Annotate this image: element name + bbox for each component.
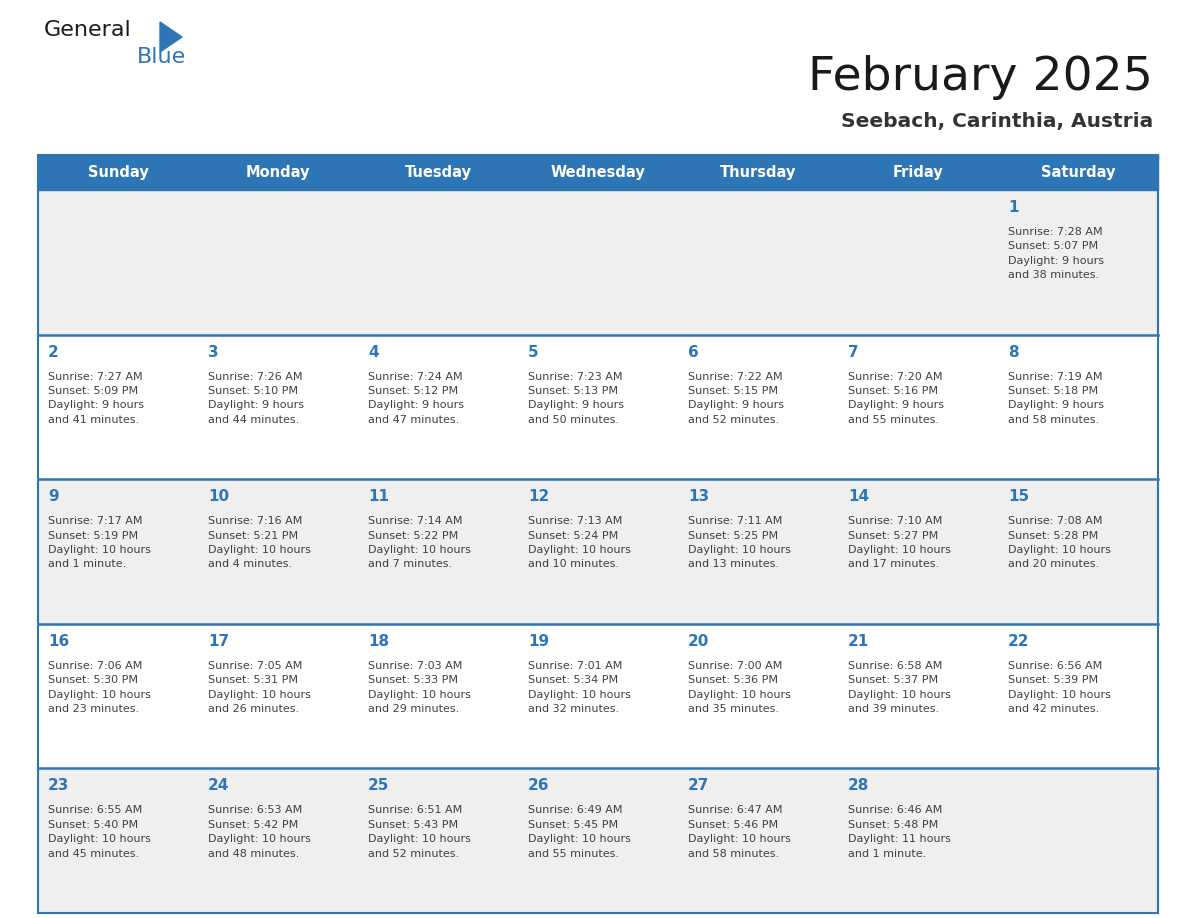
Text: 1: 1 <box>1007 200 1018 215</box>
Text: Sunrise: 7:24 AM
Sunset: 5:12 PM
Daylight: 9 hours
and 47 minutes.: Sunrise: 7:24 AM Sunset: 5:12 PM Dayligh… <box>368 372 465 425</box>
Polygon shape <box>160 22 182 52</box>
Text: 25: 25 <box>368 778 390 793</box>
Text: 24: 24 <box>208 778 229 793</box>
Text: Tuesday: Tuesday <box>404 165 472 180</box>
Text: Sunrise: 6:55 AM
Sunset: 5:40 PM
Daylight: 10 hours
and 45 minutes.: Sunrise: 6:55 AM Sunset: 5:40 PM Dayligh… <box>48 805 151 858</box>
Text: Sunrise: 6:49 AM
Sunset: 5:45 PM
Daylight: 10 hours
and 55 minutes.: Sunrise: 6:49 AM Sunset: 5:45 PM Dayligh… <box>527 805 631 858</box>
Text: 10: 10 <box>208 489 229 504</box>
Text: Monday: Monday <box>246 165 310 180</box>
Text: Sunrise: 6:53 AM
Sunset: 5:42 PM
Daylight: 10 hours
and 48 minutes.: Sunrise: 6:53 AM Sunset: 5:42 PM Dayligh… <box>208 805 311 858</box>
Text: Thursday: Thursday <box>720 165 796 180</box>
Text: 26: 26 <box>527 778 550 793</box>
Text: 4: 4 <box>368 344 379 360</box>
Text: Sunrise: 7:01 AM
Sunset: 5:34 PM
Daylight: 10 hours
and 32 minutes.: Sunrise: 7:01 AM Sunset: 5:34 PM Dayligh… <box>527 661 631 714</box>
Bar <box>38 190 1158 334</box>
Text: 19: 19 <box>527 633 549 649</box>
Text: Sunrise: 6:46 AM
Sunset: 5:48 PM
Daylight: 11 hours
and 1 minute.: Sunrise: 6:46 AM Sunset: 5:48 PM Dayligh… <box>848 805 950 858</box>
Text: 7: 7 <box>848 344 859 360</box>
Text: 12: 12 <box>527 489 549 504</box>
Text: 28: 28 <box>848 778 870 793</box>
Text: Sunrise: 7:08 AM
Sunset: 5:28 PM
Daylight: 10 hours
and 20 minutes.: Sunrise: 7:08 AM Sunset: 5:28 PM Dayligh… <box>1007 516 1111 569</box>
Text: Seebach, Carinthia, Austria: Seebach, Carinthia, Austria <box>841 112 1154 131</box>
Text: Sunrise: 7:26 AM
Sunset: 5:10 PM
Daylight: 9 hours
and 44 minutes.: Sunrise: 7:26 AM Sunset: 5:10 PM Dayligh… <box>208 372 304 425</box>
Text: Sunrise: 6:58 AM
Sunset: 5:37 PM
Daylight: 10 hours
and 39 minutes.: Sunrise: 6:58 AM Sunset: 5:37 PM Dayligh… <box>848 661 950 714</box>
Bar <box>38 479 1158 624</box>
Text: Wednesday: Wednesday <box>550 165 645 180</box>
Text: Sunrise: 7:20 AM
Sunset: 5:16 PM
Daylight: 9 hours
and 55 minutes.: Sunrise: 7:20 AM Sunset: 5:16 PM Dayligh… <box>848 372 944 425</box>
Text: 17: 17 <box>208 633 229 649</box>
Text: Sunrise: 7:06 AM
Sunset: 5:30 PM
Daylight: 10 hours
and 23 minutes.: Sunrise: 7:06 AM Sunset: 5:30 PM Dayligh… <box>48 661 151 714</box>
Text: 11: 11 <box>368 489 388 504</box>
Text: 16: 16 <box>48 633 69 649</box>
Bar <box>38 624 1158 768</box>
Text: Sunday: Sunday <box>88 165 148 180</box>
Text: 2: 2 <box>48 344 58 360</box>
Text: 21: 21 <box>848 633 870 649</box>
Text: Sunrise: 7:11 AM
Sunset: 5:25 PM
Daylight: 10 hours
and 13 minutes.: Sunrise: 7:11 AM Sunset: 5:25 PM Dayligh… <box>688 516 791 569</box>
Text: 5: 5 <box>527 344 538 360</box>
Text: Sunrise: 7:23 AM
Sunset: 5:13 PM
Daylight: 9 hours
and 50 minutes.: Sunrise: 7:23 AM Sunset: 5:13 PM Dayligh… <box>527 372 624 425</box>
Text: Sunrise: 7:13 AM
Sunset: 5:24 PM
Daylight: 10 hours
and 10 minutes.: Sunrise: 7:13 AM Sunset: 5:24 PM Dayligh… <box>527 516 631 569</box>
Text: Saturday: Saturday <box>1041 165 1116 180</box>
Text: 6: 6 <box>688 344 699 360</box>
Text: Sunrise: 7:00 AM
Sunset: 5:36 PM
Daylight: 10 hours
and 35 minutes.: Sunrise: 7:00 AM Sunset: 5:36 PM Dayligh… <box>688 661 791 714</box>
Text: Sunrise: 6:56 AM
Sunset: 5:39 PM
Daylight: 10 hours
and 42 minutes.: Sunrise: 6:56 AM Sunset: 5:39 PM Dayligh… <box>1007 661 1111 714</box>
Text: 15: 15 <box>1007 489 1029 504</box>
Text: 3: 3 <box>208 344 219 360</box>
Bar <box>38 155 1158 159</box>
Text: 23: 23 <box>48 778 69 793</box>
Text: 14: 14 <box>848 489 870 504</box>
Text: Blue: Blue <box>137 47 187 67</box>
Text: 13: 13 <box>688 489 709 504</box>
Text: Sunrise: 7:28 AM
Sunset: 5:07 PM
Daylight: 9 hours
and 38 minutes.: Sunrise: 7:28 AM Sunset: 5:07 PM Dayligh… <box>1007 227 1104 280</box>
Text: Sunrise: 7:05 AM
Sunset: 5:31 PM
Daylight: 10 hours
and 26 minutes.: Sunrise: 7:05 AM Sunset: 5:31 PM Dayligh… <box>208 661 311 714</box>
Text: General: General <box>44 20 132 40</box>
Text: Sunrise: 7:17 AM
Sunset: 5:19 PM
Daylight: 10 hours
and 1 minute.: Sunrise: 7:17 AM Sunset: 5:19 PM Dayligh… <box>48 516 151 569</box>
Text: Sunrise: 7:19 AM
Sunset: 5:18 PM
Daylight: 9 hours
and 58 minutes.: Sunrise: 7:19 AM Sunset: 5:18 PM Dayligh… <box>1007 372 1104 425</box>
Bar <box>38 768 1158 913</box>
Text: 18: 18 <box>368 633 390 649</box>
Bar <box>38 155 1158 913</box>
Text: Sunrise: 6:47 AM
Sunset: 5:46 PM
Daylight: 10 hours
and 58 minutes.: Sunrise: 6:47 AM Sunset: 5:46 PM Dayligh… <box>688 805 791 858</box>
Text: Friday: Friday <box>892 165 943 180</box>
Text: Sunrise: 7:14 AM
Sunset: 5:22 PM
Daylight: 10 hours
and 7 minutes.: Sunrise: 7:14 AM Sunset: 5:22 PM Dayligh… <box>368 516 470 569</box>
Text: 9: 9 <box>48 489 58 504</box>
Text: Sunrise: 7:10 AM
Sunset: 5:27 PM
Daylight: 10 hours
and 17 minutes.: Sunrise: 7:10 AM Sunset: 5:27 PM Dayligh… <box>848 516 950 569</box>
Text: 27: 27 <box>688 778 709 793</box>
Text: 8: 8 <box>1007 344 1018 360</box>
Text: Sunrise: 7:27 AM
Sunset: 5:09 PM
Daylight: 9 hours
and 41 minutes.: Sunrise: 7:27 AM Sunset: 5:09 PM Dayligh… <box>48 372 144 425</box>
Text: 20: 20 <box>688 633 709 649</box>
Text: Sunrise: 7:22 AM
Sunset: 5:15 PM
Daylight: 9 hours
and 52 minutes.: Sunrise: 7:22 AM Sunset: 5:15 PM Dayligh… <box>688 372 784 425</box>
Text: Sunrise: 6:51 AM
Sunset: 5:43 PM
Daylight: 10 hours
and 52 minutes.: Sunrise: 6:51 AM Sunset: 5:43 PM Dayligh… <box>368 805 470 858</box>
Text: Sunrise: 7:16 AM
Sunset: 5:21 PM
Daylight: 10 hours
and 4 minutes.: Sunrise: 7:16 AM Sunset: 5:21 PM Dayligh… <box>208 516 311 569</box>
Bar <box>38 155 1158 190</box>
Bar <box>38 334 1158 479</box>
Text: 22: 22 <box>1007 633 1030 649</box>
Text: February 2025: February 2025 <box>808 55 1154 100</box>
Text: Sunrise: 7:03 AM
Sunset: 5:33 PM
Daylight: 10 hours
and 29 minutes.: Sunrise: 7:03 AM Sunset: 5:33 PM Dayligh… <box>368 661 470 714</box>
